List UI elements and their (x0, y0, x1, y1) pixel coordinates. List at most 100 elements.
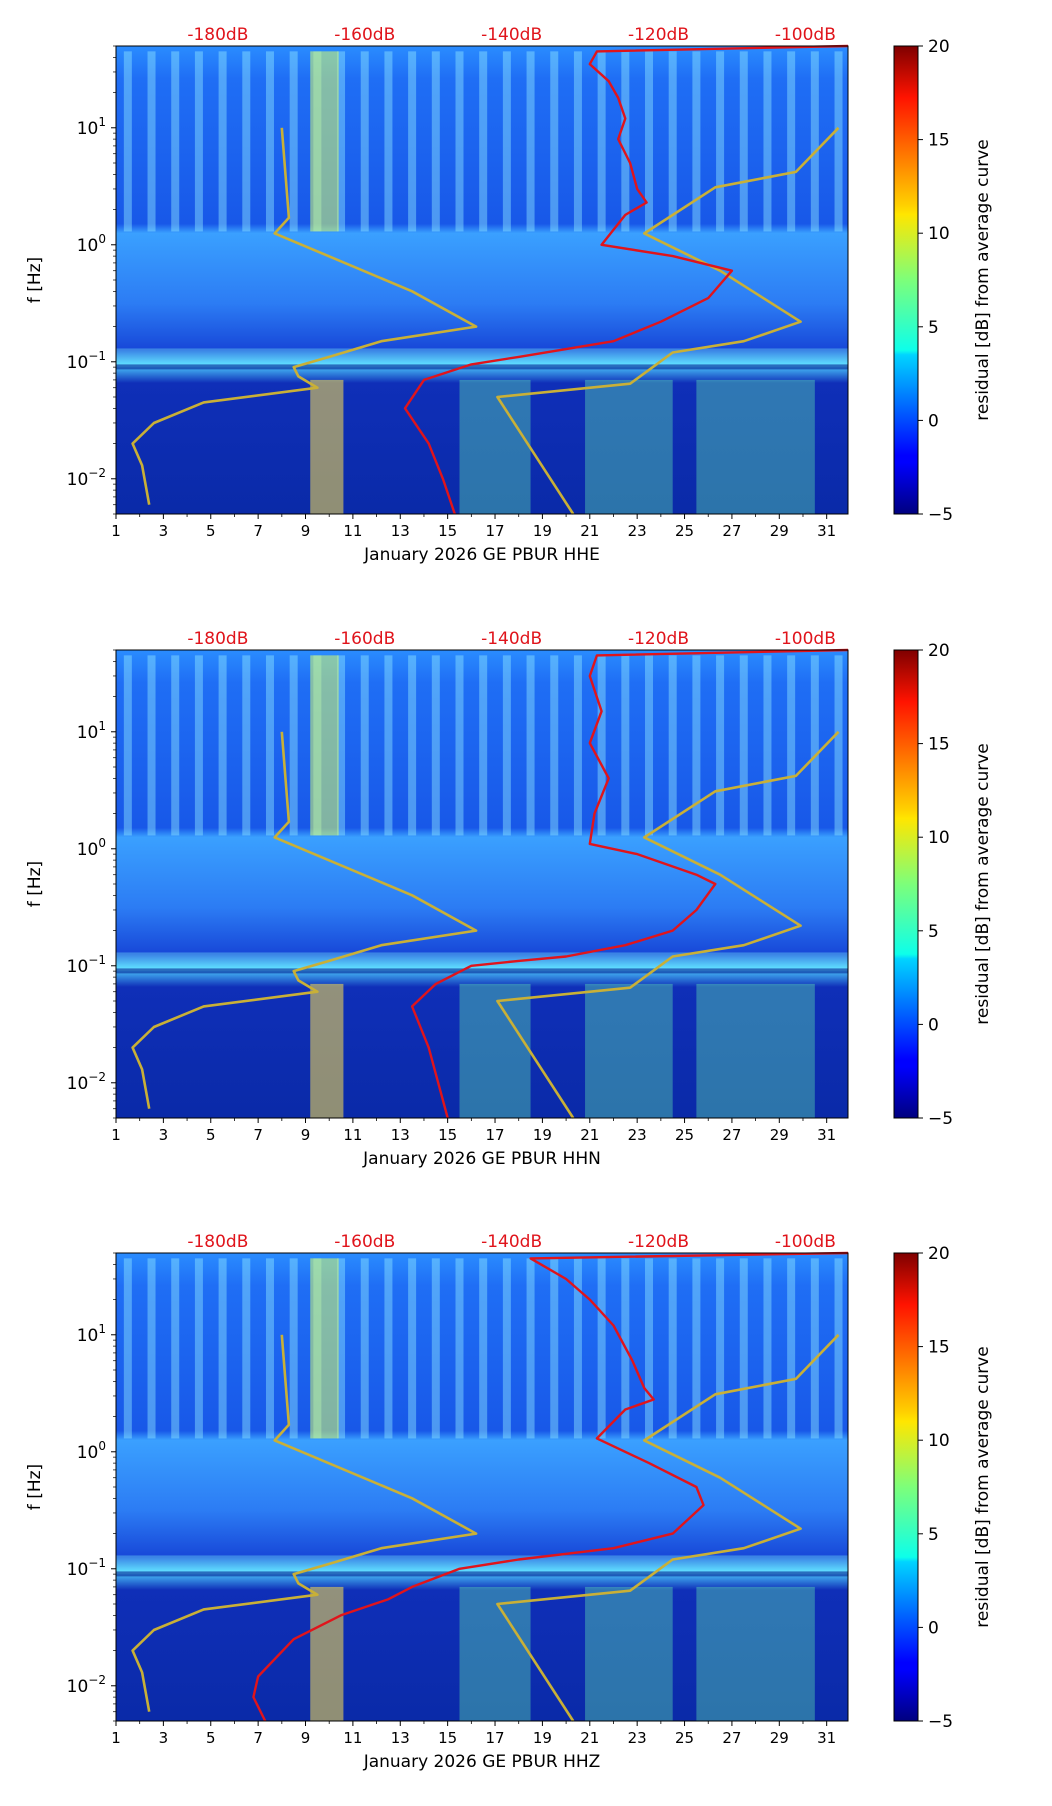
x-tick-label: 9 (301, 522, 311, 540)
x-tick-label: 1 (111, 1729, 121, 1747)
x-tick-label: 27 (722, 1729, 741, 1747)
colorbar-tick-label: 15 (928, 1338, 950, 1358)
x-tick-label: 29 (770, 1126, 789, 1144)
db-scale-label: -140dB (481, 629, 542, 649)
colorbar: 20 15 10 5 0 −5 residual [dB] from average cur… (893, 1244, 993, 1732)
x-tick-label: 1 (111, 1126, 121, 1144)
y-tick-label: 101 (77, 719, 106, 743)
x-tick-label: 15 (438, 1729, 457, 1747)
colorbar-tick-label: 5 (928, 922, 939, 942)
noise-model-curve (131, 731, 478, 1109)
colorbar: 20 15 10 5 0 −5 residual [dB] from average cur… (893, 641, 993, 1129)
x-tick-label: 3 (159, 522, 169, 540)
x-tick-label: 31 (817, 1126, 836, 1144)
median-psd-curve (403, 44, 849, 515)
x-tick-label: 23 (628, 1126, 647, 1144)
x-tick-label: 21 (580, 1126, 599, 1144)
x-tick-label: 3 (159, 1729, 169, 1747)
x-tick-label: 15 (438, 1126, 457, 1144)
colorbar-tick-label: 0 (928, 1015, 939, 1035)
y-tick-label: 10−2 (67, 1673, 106, 1697)
x-tick-label: 23 (628, 522, 647, 540)
x-tick-label: 15 (438, 522, 457, 540)
colorbar-tick-label: −5 (928, 505, 953, 525)
colorbar-label: residual [dB] from average curve (973, 1346, 993, 1627)
colorbar-tick-label: 20 (928, 641, 950, 661)
x-tick-label: 7 (253, 1126, 263, 1144)
db-scale-label: -180dB (187, 629, 248, 649)
db-scale-label: -180dB (187, 25, 248, 45)
x-tick-label: 29 (770, 1729, 789, 1747)
x-tick-label: 25 (675, 522, 694, 540)
spectrogram-texture (116, 51, 848, 514)
db-scale-label: -140dB (481, 1232, 542, 1252)
x-tick-label: 29 (770, 522, 789, 540)
colorbar-tick-label: 0 (928, 411, 939, 431)
y-tick-label: 10−1 (67, 349, 106, 373)
db-scale-label: -100dB (775, 25, 836, 45)
median-psd-curve (252, 1251, 849, 1722)
colorbar-gradient (893, 45, 919, 515)
x-tick-label: 17 (485, 1729, 504, 1747)
noise-model-curve-2 (496, 1333, 840, 1722)
y-axis-label: f [Hz] (25, 861, 45, 907)
x-tick-label: 27 (722, 522, 741, 540)
y-axis-label: f [Hz] (25, 257, 45, 303)
x-tick-label: 7 (253, 1729, 263, 1747)
db-scale-label: -120dB (628, 25, 689, 45)
x-tick-label: 13 (391, 1729, 410, 1747)
spectrogram-background (116, 1253, 848, 1721)
colorbar-tick-label: −5 (928, 1712, 953, 1732)
db-scale-label: -160dB (334, 629, 395, 649)
x-axis-label: January 2026 GE PBUR HHN (362, 1149, 601, 1169)
y-tick-label: 100 (77, 1439, 106, 1463)
db-scale-label: -120dB (628, 629, 689, 649)
colorbar-tick-label: 10 (928, 828, 950, 848)
x-tick-label: 3 (159, 1126, 169, 1144)
x-tick-label: 23 (628, 1729, 647, 1747)
db-scale-label: -120dB (628, 1232, 689, 1252)
x-tick-label: 5 (206, 522, 216, 540)
x-tick-label: 21 (580, 1729, 599, 1747)
db-scale-label: -100dB (775, 1232, 836, 1252)
y-tick-label: 100 (77, 232, 106, 256)
colorbar-tick-label: 10 (928, 1431, 950, 1451)
x-tick-label: 9 (301, 1126, 311, 1144)
y-tick-label: 101 (77, 115, 106, 139)
colorbar: 20 15 10 5 0 −5 residual [dB] from average cur… (893, 37, 993, 525)
colorbar-label: residual [dB] from average curve (973, 743, 993, 1024)
spectrogram-texture (116, 655, 848, 1118)
y-tick-label: 10−1 (67, 953, 106, 977)
x-tick-label: 25 (675, 1729, 694, 1747)
spectrogram-background (116, 650, 848, 1118)
spectrogram-background (116, 46, 848, 514)
x-tick-label: 19 (533, 1729, 552, 1747)
spectrogram-panel-2: 1 3 5 7 9 11 13 15 17 19 21 23 25 27 29 3110−210−110010… (25, 629, 993, 1169)
colorbar-tick-label: 5 (928, 1525, 939, 1545)
x-tick-label: 1 (111, 522, 121, 540)
x-tick-label: 31 (817, 1729, 836, 1747)
colorbar-tick-label: 15 (928, 735, 950, 755)
x-tick-label: 11 (343, 1729, 362, 1747)
median-psd-curve (410, 648, 849, 1119)
x-tick-label: 11 (343, 1126, 362, 1144)
x-axis-label: January 2026 GE PBUR HHE (363, 545, 600, 565)
x-tick-label: 21 (580, 522, 599, 540)
x-tick-label: 7 (253, 522, 263, 540)
db-scale-label: -140dB (481, 25, 542, 45)
colorbar-tick-label: −5 (928, 1109, 953, 1129)
x-tick-label: 5 (206, 1729, 216, 1747)
noise-model-curve-2 (496, 730, 840, 1119)
x-tick-label: 25 (675, 1126, 694, 1144)
x-tick-label: 31 (817, 522, 836, 540)
noise-model-curve (131, 127, 478, 505)
colorbar-tick-label: 15 (928, 131, 950, 151)
y-tick-label: 100 (77, 836, 106, 860)
x-tick-label: 13 (391, 522, 410, 540)
colorbar-tick-label: 20 (928, 37, 950, 57)
x-tick-label: 19 (533, 522, 552, 540)
spectrogram-panel-3: 1 3 5 7 9 11 13 15 17 19 21 23 25 27 29 3110−210−110010… (25, 1232, 993, 1772)
x-tick-label: 9 (301, 1729, 311, 1747)
db-scale-label: -180dB (187, 1232, 248, 1252)
